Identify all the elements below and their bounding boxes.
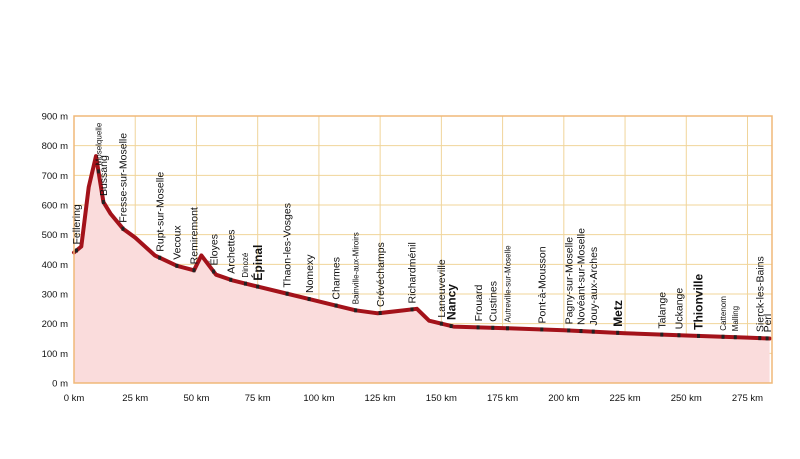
town-marker-30: [721, 334, 725, 339]
plot-frame: [73, 115, 773, 384]
x-tick-label-5: 125 km: [365, 393, 396, 404]
town-marker-18: [449, 324, 453, 329]
town-marker-26: [616, 330, 620, 335]
town-label-14: Bainville-aux-Miroirs: [351, 232, 360, 304]
x-tick-label-10: 250 km: [671, 393, 702, 404]
x-tick-label-2: 50 km: [184, 393, 210, 404]
town-marker-17: [439, 321, 443, 326]
town-marker-9: [243, 281, 247, 286]
town-label-16: Richardménil: [407, 242, 419, 303]
town-marker-21: [505, 326, 509, 331]
y-tick-label-9: 900 m: [42, 112, 68, 123]
town-label-0: Fellering: [71, 204, 83, 244]
x-tick-label-4: 100 km: [303, 393, 334, 404]
town-label-12: Nomexy: [304, 254, 316, 293]
town-marker-14: [354, 308, 358, 313]
town-marker-20: [491, 325, 495, 330]
town-label-22: Pont-à-Mousson: [537, 246, 549, 323]
town-label-26: Metz: [611, 300, 625, 327]
town-marker-5: [175, 263, 179, 268]
town-label-5: Vecoux: [172, 225, 184, 260]
town-label-25: Jouy-aux-Arches: [588, 247, 600, 326]
town-label-1: Moselquelle: [94, 122, 103, 165]
town-label-27: Talange: [656, 292, 668, 329]
town-marker-12: [307, 297, 311, 302]
y-tick-label-3: 300 m: [42, 290, 68, 301]
town-label-29: Thionville: [692, 274, 706, 330]
town-label-23: Pagny-sur-Moselle: [563, 237, 575, 325]
town-marker-4: [158, 255, 162, 260]
town-label-28: Uckange: [674, 288, 686, 330]
town-label-31: Malling: [731, 306, 740, 331]
town-label-24: Novéant-sur-Moselle: [576, 228, 588, 325]
town-label-13: Charmes: [331, 257, 343, 300]
y-tick-label-6: 600 m: [42, 201, 68, 212]
y-tick-label-2: 200 m: [42, 319, 68, 330]
town-marker-24: [579, 329, 583, 334]
town-label-30: Cattenom: [719, 296, 728, 331]
town-label-6: Remiremont: [189, 207, 201, 264]
town-marker-33: [765, 336, 769, 341]
town-marker-13: [334, 303, 338, 308]
town-marker-3: [121, 226, 125, 231]
town-label-33: Perl: [762, 314, 774, 333]
town-label-9: Dinozé: [241, 252, 250, 277]
town-marker-6: [192, 268, 196, 273]
x-axis-ticks: 0 km 25 km 50 km 75 km 100 km 125 km 150 km 175…: [64, 393, 763, 404]
town-marker-1: [96, 169, 100, 174]
town-marker-23: [567, 328, 571, 333]
x-tick-label-0: 0 km: [64, 393, 85, 404]
y-tick-label-1: 100 m: [42, 349, 68, 360]
town-marker-2: [101, 200, 105, 205]
town-marker-10: [256, 284, 260, 289]
y-tick-label-5: 500 m: [42, 230, 68, 241]
town-marker-7: [212, 269, 216, 274]
town-marker-11: [285, 291, 289, 296]
town-marker-19: [476, 325, 480, 330]
town-label-18: Nancy: [444, 284, 458, 320]
x-tick-label-9: 225 km: [609, 393, 640, 404]
elevation-area: [74, 156, 770, 383]
town-label-4: Rupt-sur-Moselle: [154, 172, 166, 252]
x-tick-label-11: 275 km: [732, 393, 763, 404]
town-label-32: Sierck-les-Bains: [754, 256, 766, 332]
town-marker-32: [758, 336, 762, 341]
town-marker-31: [733, 335, 737, 340]
town-label-10: Épinal: [250, 245, 265, 281]
y-axis-ticks: 0 m 100 m 200 m 300 m 400 m 500 m 600 m 700 m 80…: [42, 112, 68, 390]
town-label-17: Laneuveville: [436, 259, 448, 318]
town-label-19: Frouard: [473, 284, 485, 321]
town-marker-27: [660, 332, 664, 337]
y-tick-label-7: 700 m: [42, 171, 68, 182]
x-tick-label-7: 175 km: [487, 393, 518, 404]
town-label-20: Custines: [488, 281, 500, 322]
town-label-7: Éloyes: [207, 234, 220, 266]
town-marker-28: [677, 333, 681, 338]
town-marker-25: [591, 329, 595, 334]
town-label-2: Bussang: [98, 155, 110, 196]
town-marker-22: [540, 327, 544, 332]
x-tick-label-3: 75 km: [245, 393, 271, 404]
town-label-8: Archettes: [225, 229, 237, 273]
x-tick-label-1: 25 km: [122, 393, 148, 404]
y-tick-label-4: 400 m: [42, 260, 68, 271]
y-tick-label-0: 0 m: [52, 379, 68, 390]
town-label-21: Autreville-sur-Moselle: [503, 245, 512, 322]
y-tick-label-8: 800 m: [42, 141, 68, 152]
town-marker-8: [229, 277, 233, 282]
town-marker-29: [697, 333, 701, 338]
town-marker-16: [410, 307, 414, 312]
town-markers: [74, 169, 769, 341]
x-tick-label-8: 200 km: [548, 393, 579, 404]
x-tick-label-6: 150 km: [426, 393, 457, 404]
town-marker-0: [74, 248, 78, 253]
town-label-15: Crévéchamps: [375, 242, 387, 307]
town-label-11: Thaon-les-Vosges: [282, 203, 294, 288]
town-marker-15: [378, 311, 382, 316]
elevation-line: [72, 154, 772, 341]
town-label-3: Fresse-sur-Moselle: [118, 133, 130, 223]
